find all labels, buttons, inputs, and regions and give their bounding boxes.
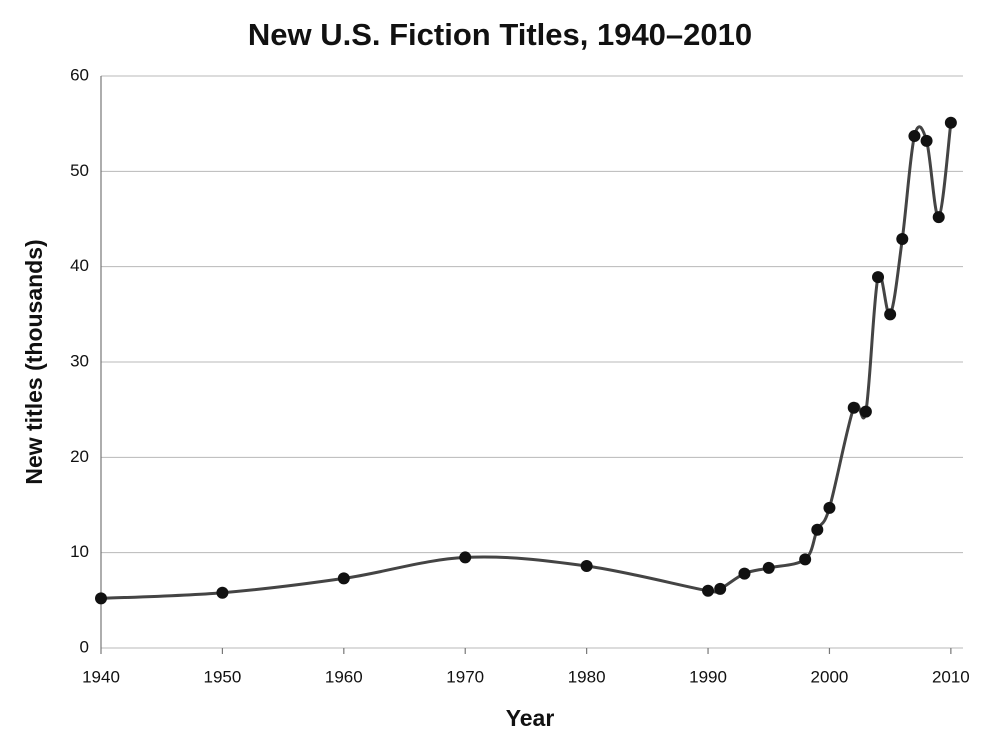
chart-title: New U.S. Fiction Titles, 1940–2010 (248, 17, 752, 52)
y-tick-label: 50 (70, 161, 89, 180)
data-point (872, 271, 885, 284)
data-point (738, 567, 751, 580)
x-tick-label: 1940 (82, 667, 120, 686)
data-point (896, 233, 909, 246)
x-tick-label: 1990 (689, 667, 727, 686)
y-tick-label: 10 (70, 542, 89, 561)
y-axis-title: New titles (thousands) (21, 239, 47, 484)
x-tick-label: 1980 (568, 667, 606, 686)
data-point (823, 501, 836, 514)
data-point (932, 211, 945, 224)
x-tick-label: 2000 (811, 667, 849, 686)
data-point (847, 401, 860, 414)
y-tick-label: 60 (70, 65, 89, 84)
data-point (920, 134, 933, 147)
y-tick-label: 20 (70, 447, 89, 466)
data-point (859, 405, 872, 418)
x-tick-label: 1950 (203, 667, 241, 686)
data-point (216, 586, 229, 599)
data-point (95, 592, 107, 605)
x-tick-label: 1960 (325, 667, 363, 686)
data-point (337, 572, 350, 585)
y-tick-label: 40 (70, 256, 89, 275)
data-point (714, 582, 727, 595)
data-point (702, 584, 715, 597)
data-point (799, 553, 812, 566)
y-tick-label: 0 (80, 637, 89, 656)
data-point (580, 560, 593, 573)
y-tick-label: 30 (70, 351, 89, 370)
data-point (908, 130, 921, 143)
data-point (762, 561, 775, 574)
x-tick-label: 1970 (446, 667, 484, 686)
data-point (811, 523, 824, 536)
x-axis-title: Year (506, 705, 555, 731)
x-tick-label: 2010 (932, 667, 970, 686)
series-line (100, 122, 953, 600)
data-point (459, 551, 472, 564)
data-point (884, 308, 897, 321)
data-point (944, 116, 957, 129)
